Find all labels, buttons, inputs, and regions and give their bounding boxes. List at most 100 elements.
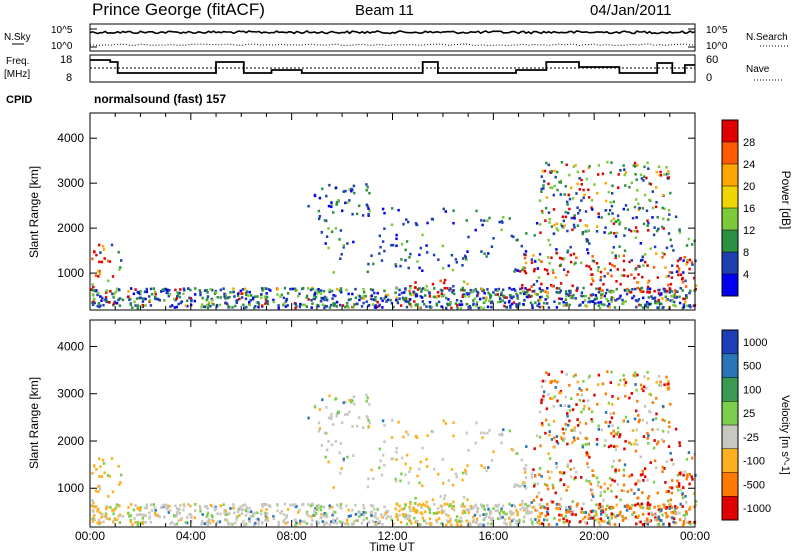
velocity-cell bbox=[445, 523, 448, 527]
power-cell bbox=[646, 290, 649, 294]
power-cell bbox=[671, 264, 674, 267]
power-cell bbox=[374, 299, 377, 302]
power-cell bbox=[548, 221, 551, 224]
velocity-cell bbox=[362, 503, 365, 507]
power-cell bbox=[575, 192, 578, 195]
velocity-cell bbox=[486, 522, 490, 526]
power-cell bbox=[572, 223, 576, 227]
velocity-cell bbox=[562, 483, 566, 487]
velocity-cell bbox=[483, 431, 486, 435]
power-cell bbox=[483, 300, 486, 304]
power-cell bbox=[610, 298, 613, 301]
velocity-cell bbox=[569, 475, 573, 479]
power-cell bbox=[619, 294, 622, 298]
velocity-cell bbox=[591, 474, 595, 477]
velocity-cell bbox=[500, 432, 503, 436]
power-cell bbox=[402, 222, 405, 226]
power-cell bbox=[646, 287, 649, 291]
power-cell bbox=[323, 295, 326, 299]
velocity-cell bbox=[515, 508, 518, 512]
power-cell bbox=[472, 299, 475, 302]
velocity-cell bbox=[546, 510, 549, 514]
power-cell bbox=[535, 222, 539, 225]
velocity-cell bbox=[105, 517, 108, 520]
colorbar-swatch bbox=[722, 142, 738, 164]
velocity-cell bbox=[676, 506, 679, 510]
power-cell bbox=[156, 297, 159, 301]
velocity-cell bbox=[395, 447, 398, 450]
power-cell bbox=[112, 302, 116, 305]
power-cell bbox=[558, 297, 561, 300]
power-cell bbox=[644, 303, 647, 307]
velocity-cell bbox=[565, 508, 568, 512]
power-cell bbox=[590, 206, 593, 209]
power-cell bbox=[328, 306, 332, 309]
velocity-cell bbox=[564, 395, 567, 399]
velocity-cell bbox=[323, 523, 326, 527]
velocity-cell bbox=[358, 511, 362, 515]
power-cell bbox=[199, 291, 202, 294]
velocity-cell bbox=[365, 399, 368, 403]
power-cell bbox=[566, 249, 570, 252]
velocity-cell bbox=[508, 502, 511, 506]
power-cell bbox=[662, 217, 665, 221]
power-cell bbox=[98, 272, 102, 275]
power-cell bbox=[225, 296, 228, 300]
velocity-cell bbox=[396, 518, 400, 521]
velocity-cell bbox=[645, 386, 648, 390]
velocity-cell bbox=[347, 523, 350, 526]
power-cell bbox=[435, 302, 438, 306]
velocity-cell bbox=[664, 511, 667, 515]
velocity-cell bbox=[91, 471, 94, 475]
power-cell bbox=[327, 246, 330, 250]
velocity-cell bbox=[330, 415, 333, 419]
power-cell bbox=[425, 285, 428, 288]
power-cell bbox=[635, 305, 638, 309]
velocity-cell bbox=[579, 520, 582, 523]
power-cell bbox=[267, 288, 271, 291]
power-cell bbox=[548, 262, 551, 265]
velocity-cell bbox=[260, 503, 264, 506]
power-cell bbox=[688, 304, 692, 307]
velocity-cell bbox=[315, 504, 319, 508]
power-cell bbox=[524, 250, 528, 253]
velocity-cell bbox=[332, 518, 335, 522]
power-cell bbox=[583, 299, 587, 302]
velocity-cell bbox=[371, 504, 375, 508]
power-cell bbox=[117, 250, 120, 254]
power-cell bbox=[309, 288, 313, 292]
power-cell bbox=[581, 231, 585, 234]
power-cell bbox=[182, 292, 185, 296]
velocity-cell bbox=[309, 504, 313, 508]
velocity-cell bbox=[648, 409, 651, 413]
velocity-cell bbox=[600, 428, 603, 432]
power-cell bbox=[404, 248, 407, 252]
power-cell bbox=[540, 260, 543, 263]
power-cell bbox=[655, 252, 658, 255]
velocity-cell bbox=[626, 420, 630, 423]
power-cell bbox=[410, 305, 413, 308]
velocity-cell bbox=[415, 436, 419, 439]
power-cell bbox=[670, 271, 674, 274]
velocity-cell bbox=[521, 502, 524, 506]
power-cell bbox=[642, 264, 645, 267]
velocity-cell bbox=[665, 383, 669, 386]
power-cell bbox=[643, 193, 647, 197]
velocity-cell bbox=[653, 505, 656, 509]
velocity-cell bbox=[568, 505, 571, 509]
power-cell bbox=[645, 302, 649, 306]
power-cell bbox=[546, 296, 550, 299]
velocity-cell bbox=[619, 378, 622, 382]
power-cell bbox=[629, 291, 633, 294]
velocity-cell bbox=[412, 507, 416, 510]
velocity-cell bbox=[313, 510, 316, 514]
velocity-cell bbox=[173, 514, 176, 517]
power-cell bbox=[658, 173, 661, 177]
power-cell bbox=[461, 264, 464, 267]
power-cell bbox=[395, 298, 398, 302]
power-cell bbox=[597, 301, 600, 304]
velocity-cell bbox=[647, 377, 650, 380]
power-cell bbox=[548, 243, 552, 247]
velocity-cell bbox=[154, 511, 157, 515]
velocity-cell bbox=[596, 484, 600, 488]
